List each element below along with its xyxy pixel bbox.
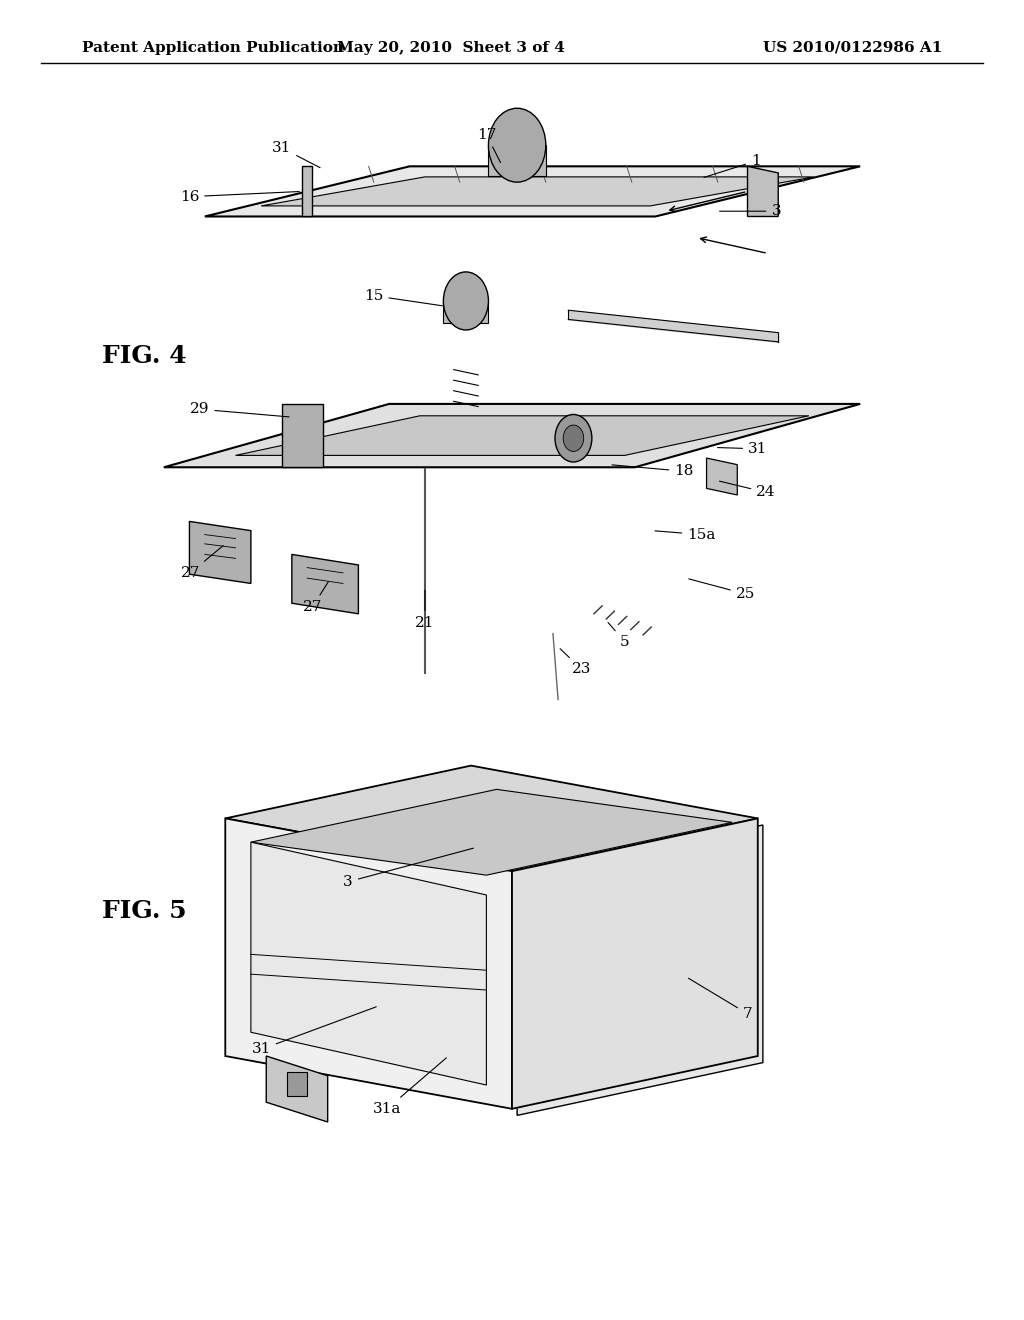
Text: FIG. 4: FIG. 4	[102, 345, 187, 368]
Bar	[488, 145, 546, 176]
Circle shape	[488, 108, 546, 182]
Text: 17: 17	[477, 128, 501, 162]
Polygon shape	[225, 766, 758, 871]
Text: 27: 27	[181, 545, 223, 579]
Text: 21: 21	[415, 590, 435, 630]
Text: 5: 5	[608, 623, 630, 648]
Text: 18: 18	[612, 465, 693, 478]
Polygon shape	[302, 166, 312, 216]
Polygon shape	[266, 1056, 328, 1122]
Polygon shape	[261, 177, 814, 206]
Text: May 20, 2010  Sheet 3 of 4: May 20, 2010 Sheet 3 of 4	[337, 41, 564, 54]
Text: 7: 7	[688, 978, 753, 1020]
Text: 16: 16	[179, 190, 299, 203]
Circle shape	[443, 272, 488, 330]
Polygon shape	[282, 404, 323, 467]
Text: US 2010/0122986 A1: US 2010/0122986 A1	[763, 41, 942, 54]
Text: 23: 23	[560, 648, 591, 676]
Text: 31a: 31a	[373, 1057, 446, 1115]
Polygon shape	[748, 166, 778, 216]
Circle shape	[563, 425, 584, 451]
Text: 31: 31	[718, 442, 767, 455]
Polygon shape	[707, 458, 737, 495]
Polygon shape	[292, 554, 358, 614]
Polygon shape	[517, 825, 763, 1115]
Text: 25: 25	[689, 579, 755, 601]
Polygon shape	[189, 521, 251, 583]
Polygon shape	[251, 842, 486, 1085]
Text: 15a: 15a	[655, 528, 716, 541]
Text: 27: 27	[303, 582, 329, 614]
Text: 15: 15	[365, 289, 442, 306]
Text: 31: 31	[252, 1007, 376, 1056]
Circle shape	[555, 414, 592, 462]
Text: 24: 24	[720, 480, 776, 499]
Text: 3: 3	[720, 205, 781, 218]
Text: FIG. 5: FIG. 5	[102, 899, 187, 923]
Polygon shape	[205, 166, 860, 216]
Bar	[443, 301, 488, 323]
Bar	[287, 1072, 307, 1096]
Text: 31: 31	[272, 141, 321, 168]
Text: Patent Application Publication: Patent Application Publication	[82, 41, 344, 54]
Text: 3: 3	[343, 849, 473, 888]
Polygon shape	[164, 404, 860, 467]
Polygon shape	[236, 416, 809, 455]
Text: 1: 1	[705, 154, 761, 177]
Text: 29: 29	[189, 403, 289, 417]
Polygon shape	[251, 789, 732, 875]
Polygon shape	[225, 818, 512, 1109]
Polygon shape	[512, 818, 758, 1109]
